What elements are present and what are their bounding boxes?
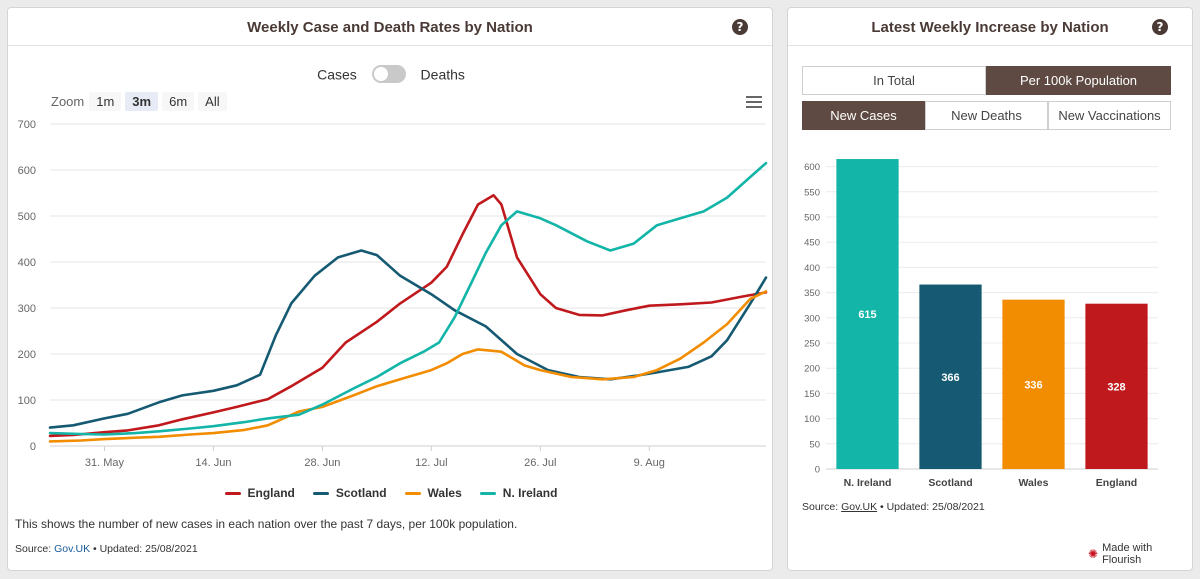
y-tick-label: 500 (18, 211, 36, 223)
legend-item[interactable]: Wales (404, 486, 462, 500)
zoom-1m-button[interactable]: 1m (89, 92, 122, 111)
switch-knob (373, 67, 388, 82)
y-tick-label: 600 (804, 162, 820, 173)
tab-per-100k-population[interactable]: Per 100k Population (986, 66, 1171, 95)
bar-value-label: 615 (858, 309, 876, 321)
y-tick-label: 0 (30, 441, 36, 453)
y-tick-label: 0 (815, 465, 820, 476)
y-tick-label: 200 (18, 349, 36, 361)
toggle-label-cases: Cases (317, 66, 357, 83)
made-with-flourish-link[interactable]: ✺ Made with Flourish (1088, 542, 1192, 566)
line-chart-title: Weekly Case and Death Rates by Nation (247, 19, 533, 36)
x-tick-label: 14. Jun (195, 457, 231, 469)
y-tick-label: 600 (18, 165, 36, 177)
source-updated: • Updated: 25/08/2021 (877, 501, 985, 513)
x-tick-label: 12. Jul (415, 457, 447, 469)
y-tick-label: 350 (804, 288, 820, 299)
tab-new-vaccinations[interactable]: New Vaccinations (1048, 101, 1171, 130)
legend-swatch (479, 491, 496, 495)
y-tick-label: 550 (804, 187, 820, 198)
bar (1085, 303, 1148, 469)
legend-label: Wales (427, 486, 462, 500)
y-tick-label: 400 (804, 263, 820, 274)
zoom-label: Zoom (51, 94, 85, 109)
line-chart-svg: 0 100 200 300 400 500 600 700 31. May 14. Jun 28. … (18, 119, 768, 469)
legend-item[interactable]: England (224, 486, 295, 500)
y-tick-label: 150 (804, 389, 820, 400)
bar-chart-source: Source: Gov.UK • Updated: 25/08/2021 (802, 501, 985, 513)
cases-deaths-switch[interactable] (371, 65, 406, 84)
legend-swatch (404, 491, 421, 495)
legend-item[interactable]: Scotland (312, 486, 387, 500)
y-tick-label: 300 (804, 313, 820, 324)
tab-in-total[interactable]: In Total (802, 66, 986, 95)
bar-chart-svg: 0 50 100 150 200 250 300 350 400 450 500 550 600 615 N… (804, 159, 1158, 489)
legend-label: Scotland (335, 486, 387, 500)
y-tick-label: 500 (804, 213, 820, 224)
bar (919, 284, 982, 469)
cases-deaths-toggle-row: Cases Deaths (8, 65, 774, 84)
line-chart-source: Source: Gov.UK • Updated: 25/08/2021 (15, 543, 198, 555)
legend-item[interactable]: N. Ireland (479, 486, 558, 500)
x-tick-label: 26. Jul (524, 457, 556, 469)
metric-tabs: New Cases New Deaths New Vaccinations (802, 101, 1171, 130)
y-tick-label: 100 (18, 395, 36, 407)
toggle-label-deaths: Deaths (420, 66, 465, 83)
help-icon[interactable]: ? (1152, 19, 1168, 35)
bar-chart-header: Latest Weekly Increase by Nation ? (788, 8, 1192, 46)
total-per100k-tabs: In Total Per 100k Population (802, 66, 1171, 95)
series-line-england (48, 194, 768, 438)
category-label: England (1096, 477, 1137, 489)
flourish-logo-icon: ✺ (1088, 547, 1099, 561)
legend-label: N. Ireland (502, 486, 558, 500)
line-chart-legend: England Scotland Wales N. Ireland (8, 486, 774, 500)
bar-value-label: 328 (1107, 381, 1125, 393)
hamburger-menu-icon[interactable] (746, 96, 762, 108)
bar-chart-panel: Latest Weekly Increase by Nation ? In To… (787, 7, 1193, 571)
y-tick-label: 450 (804, 238, 820, 249)
tab-new-cases[interactable]: New Cases (802, 101, 925, 130)
bar (836, 159, 899, 470)
source-link[interactable]: Gov.UK (841, 501, 878, 513)
y-tick-label: 700 (18, 119, 36, 131)
tab-new-deaths[interactable]: New Deaths (925, 101, 1048, 130)
bar-value-label: 366 (941, 372, 959, 384)
source-updated: • Updated: 25/08/2021 (90, 543, 198, 555)
source-prefix: Source: (802, 501, 842, 513)
legend-swatch (312, 491, 329, 495)
series-line-scotland (48, 249, 768, 429)
help-icon[interactable]: ? (732, 19, 748, 35)
y-tick-label: 250 (804, 339, 820, 350)
x-tick-label: 31. May (85, 457, 125, 469)
legend-label: England (247, 486, 295, 500)
zoom-controls: Zoom 1m 3m 6m All (51, 92, 231, 111)
line-chart-panel: Weekly Case and Death Rates by Nation ? … (7, 7, 773, 571)
zoom-3m-button[interactable]: 3m (125, 92, 159, 111)
series-line-wales (48, 290, 768, 443)
y-tick-label: 300 (18, 303, 36, 315)
zoom-all-button[interactable]: All (198, 92, 227, 111)
category-label: Scotland (928, 477, 972, 489)
y-tick-label: 200 (804, 364, 820, 375)
category-label: N. Ireland (844, 477, 892, 489)
line-chart-header: Weekly Case and Death Rates by Nation ? (8, 8, 772, 46)
bar (1002, 299, 1065, 469)
y-tick-label: 50 (809, 439, 820, 450)
y-tick-label: 400 (18, 257, 36, 269)
bar-chart-title: Latest Weekly Increase by Nation (871, 19, 1109, 36)
series-line-n-ireland (48, 161, 768, 436)
made-with-flourish-label: Made with Flourish (1102, 542, 1153, 566)
y-tick-label: 100 (804, 414, 820, 425)
source-link[interactable]: Gov.UK (54, 543, 91, 555)
bar-value-label: 336 (1024, 379, 1042, 391)
zoom-6m-button[interactable]: 6m (162, 92, 195, 111)
category-label: Wales (1019, 477, 1049, 489)
x-tick-label: 28. Jun (304, 457, 340, 469)
x-tick-label: 9. Aug (634, 457, 665, 469)
legend-swatch (224, 491, 241, 495)
line-chart-caption: This shows the number of new cases in ea… (15, 517, 518, 531)
source-prefix: Source: (15, 543, 55, 555)
